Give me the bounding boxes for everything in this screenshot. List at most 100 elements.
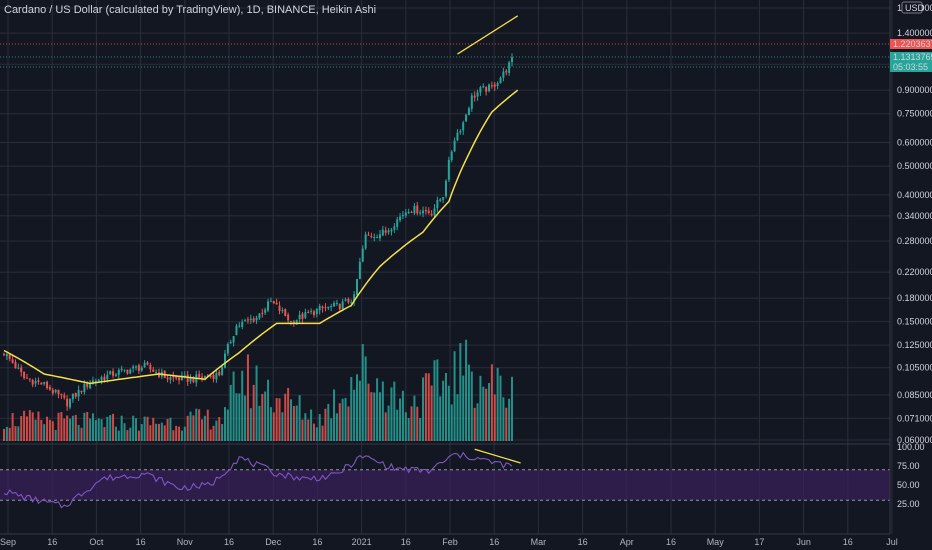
- volume-bar: [470, 371, 473, 441]
- candle-body: [284, 308, 287, 316]
- rsi-trendline: [474, 448, 521, 464]
- candle-body: [424, 210, 427, 212]
- volume-bar: [419, 417, 422, 441]
- volume-bar: [155, 423, 158, 441]
- volume-bar: [201, 419, 204, 441]
- time-tick-label: 16: [47, 537, 57, 547]
- volume-bar: [387, 405, 390, 441]
- candle-body: [376, 237, 379, 239]
- time-tick-label: 16: [401, 537, 411, 547]
- volume-bar: [333, 389, 336, 441]
- volume-bar: [356, 374, 359, 441]
- rsi-axis[interactable]: 100.00 75.00 50.00 25.00: [897, 442, 925, 509]
- price-labels: 1.22036372 1.1313765205:03:55: [0, 39, 932, 72]
- candle-body: [341, 301, 344, 310]
- volume-bar: [100, 419, 103, 441]
- price-tick-label: 0.60000000: [897, 138, 932, 148]
- candle-body: [123, 369, 126, 371]
- volume-bar: [71, 415, 74, 441]
- candle-body: [249, 318, 252, 321]
- volume-bar: [485, 388, 488, 441]
- volume-bar: [37, 411, 40, 441]
- candle-body: [261, 312, 264, 314]
- volume-bar: [295, 405, 298, 441]
- time-tick-label: Jul: [886, 537, 898, 547]
- volume-bar: [249, 408, 252, 441]
- candle-body: [166, 377, 169, 380]
- volume-bar: [427, 373, 430, 441]
- candle-body: [89, 383, 92, 389]
- volume-bar: [341, 398, 344, 441]
- candle-body: [246, 319, 249, 321]
- candle-body: [367, 234, 370, 236]
- candle-body: [223, 353, 226, 368]
- candle-body: [14, 362, 17, 369]
- rsi-tick-label: 25.00: [897, 499, 920, 509]
- candle-body: [155, 372, 158, 374]
- volume-bar: [399, 398, 402, 441]
- candle-body: [25, 377, 28, 379]
- volume-bar: [330, 418, 333, 441]
- volume-bar: [252, 384, 255, 441]
- volume-bar: [106, 416, 109, 441]
- candle-body: [244, 320, 247, 322]
- candle-body: [143, 362, 146, 367]
- volume-bar: [258, 405, 261, 441]
- volume-bar: [327, 403, 330, 441]
- volume-bar: [14, 426, 17, 441]
- volume-bar: [143, 416, 146, 441]
- volume-bar: [378, 392, 381, 441]
- candle-body: [278, 305, 281, 311]
- candle-body: [465, 114, 468, 122]
- candle-body: [439, 199, 442, 201]
- candle-body: [252, 318, 255, 322]
- candle-body: [91, 380, 94, 383]
- volume-bar: [510, 376, 513, 441]
- candle-body: [335, 302, 338, 304]
- price-tick-label: 0.90000000: [897, 85, 932, 95]
- candle-body: [427, 210, 430, 213]
- volume-bar: [321, 425, 324, 441]
- volume-bar: [304, 413, 307, 441]
- candle-body: [269, 300, 272, 302]
- price-tick-label: 0.18000000: [897, 293, 932, 303]
- candle-body: [94, 380, 97, 382]
- candle-body: [401, 215, 404, 217]
- candle-body: [347, 298, 350, 303]
- candle-body: [496, 83, 499, 87]
- volume-bar: [390, 387, 393, 441]
- currency-badge-label: USD: [905, 3, 925, 13]
- candle-body: [221, 366, 224, 375]
- price-tick-label: 0.75000000: [897, 109, 932, 119]
- volume-bar: [31, 412, 34, 441]
- candle-body: [295, 320, 298, 325]
- candle-body: [430, 213, 433, 216]
- volume-bar: [482, 386, 485, 441]
- candle-body: [178, 377, 181, 381]
- volume-bar: [350, 376, 353, 441]
- time-axis[interactable]: Sep 16 Oct 16 Nov 16 Dec 16 2021 16 Feb 16 Mar 16 Apr 1…: [0, 533, 898, 547]
- volume-bar: [238, 393, 241, 441]
- volume-bar: [152, 417, 155, 441]
- candle-body: [327, 306, 330, 309]
- volume-bar: [307, 419, 310, 441]
- time-tick-label: Oct: [89, 537, 104, 547]
- candle-body: [290, 320, 292, 322]
- candle-body: [444, 180, 447, 197]
- price-tick-label: 0.08500000: [897, 390, 932, 400]
- time-tick-label: 16: [136, 537, 146, 547]
- volume-bar: [94, 420, 97, 441]
- candle-body: [20, 367, 23, 373]
- candle-body: [473, 95, 476, 98]
- volume-bar: [264, 391, 267, 441]
- time-tick-label: Nov: [177, 537, 194, 547]
- candle-body: [135, 366, 138, 368]
- volume-bar: [347, 406, 350, 441]
- volume-bar: [384, 412, 387, 441]
- volume-bar: [103, 427, 106, 441]
- candle-body: [37, 380, 40, 382]
- volume-bar: [301, 419, 304, 441]
- time-tick-label: 16: [489, 537, 499, 547]
- volume-bar: [488, 383, 491, 441]
